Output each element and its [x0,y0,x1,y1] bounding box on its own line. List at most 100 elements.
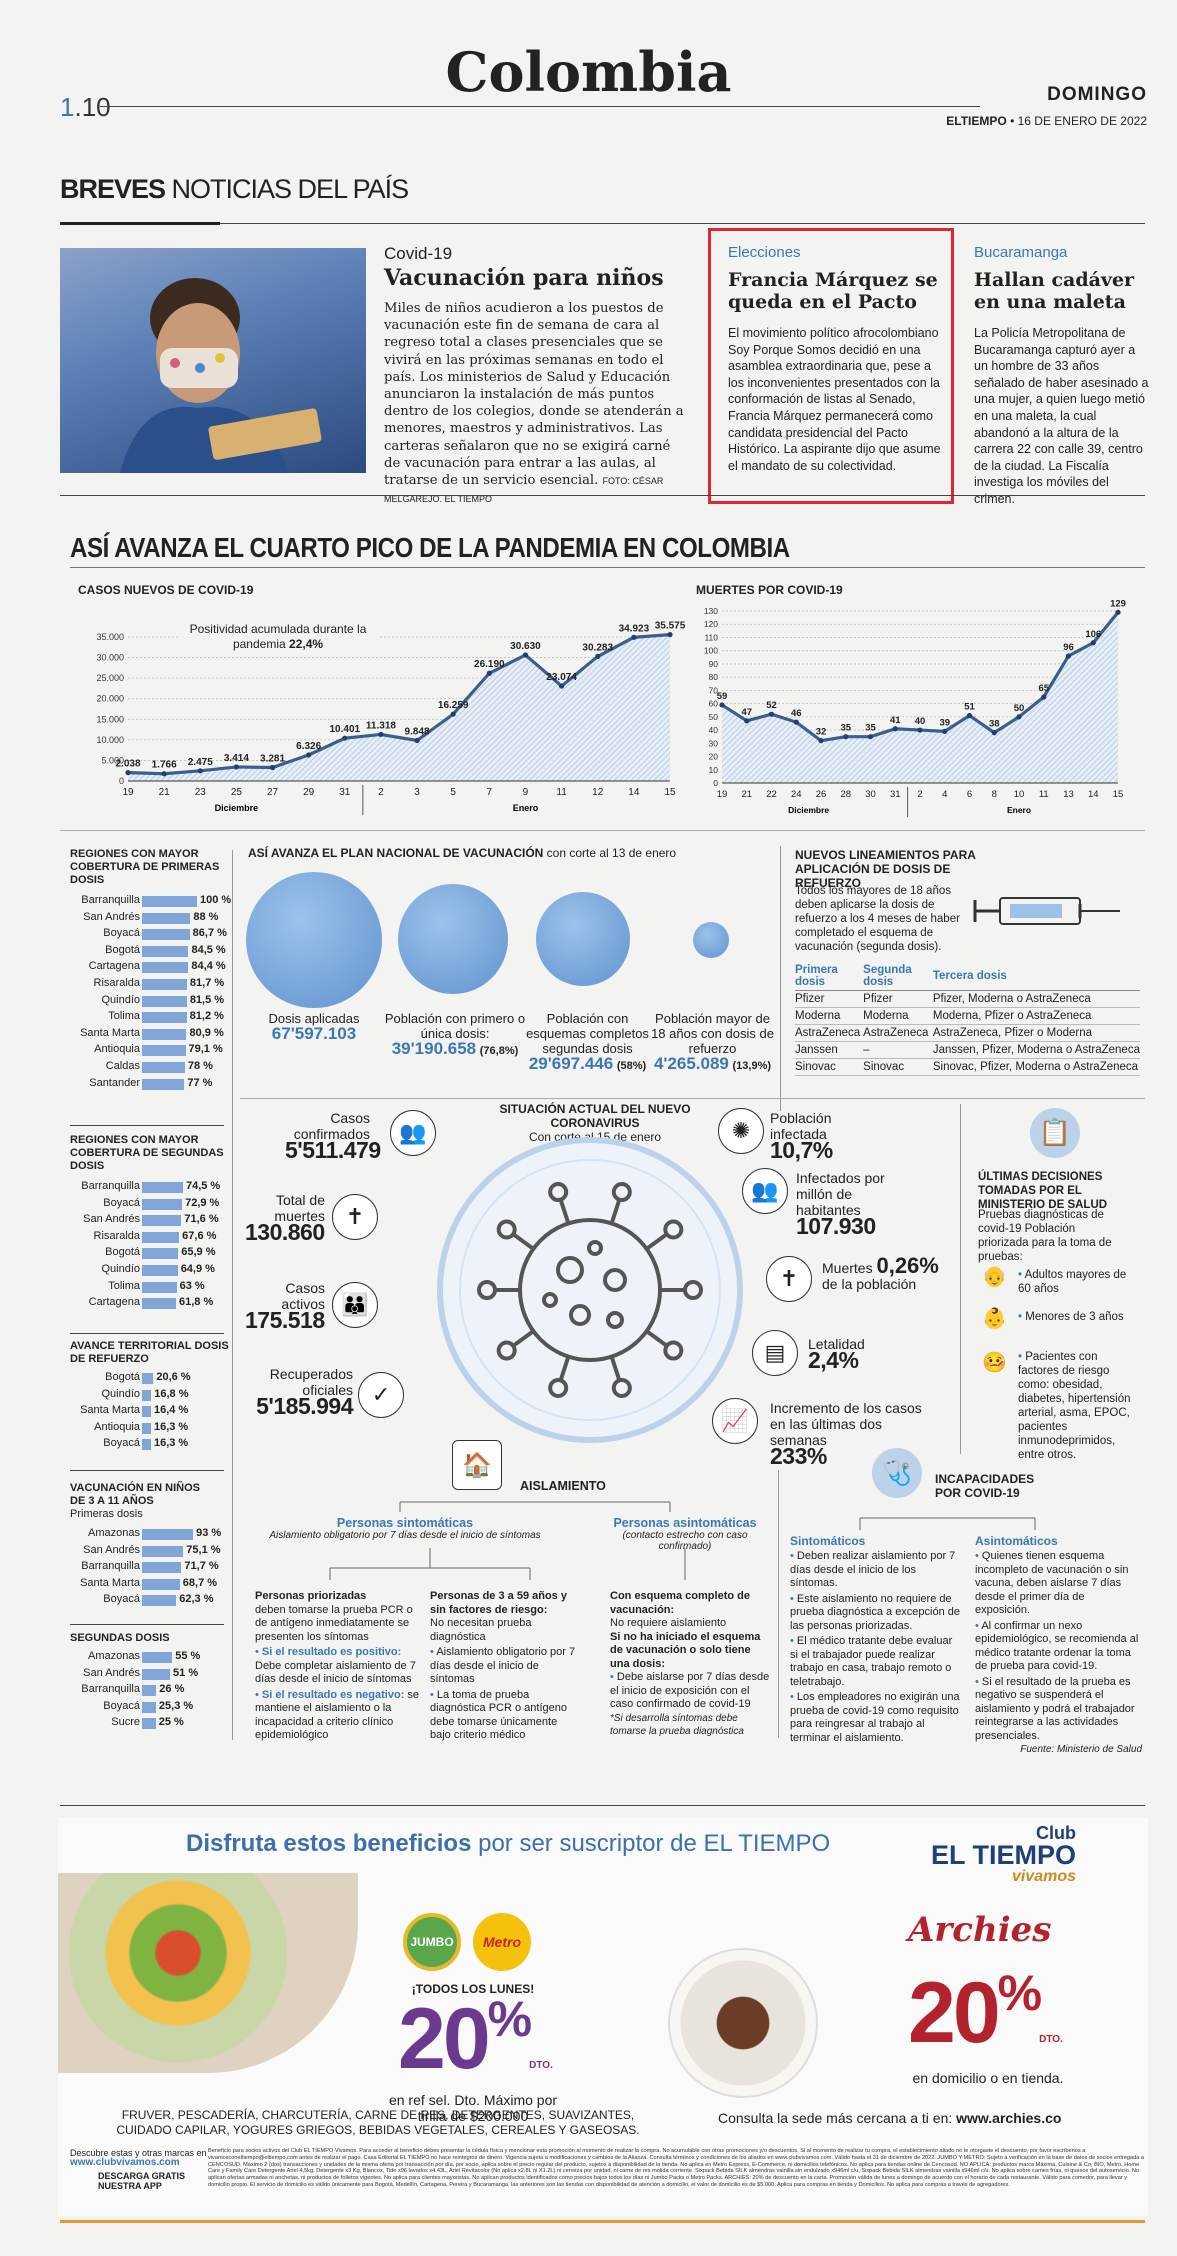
breve-kicker: Covid-19 [384,244,453,263]
x-tick-label: 24 [791,789,802,800]
month-label: Enero [1007,805,1031,815]
decisions-title: ÚLTIMAS DECISIONES TOMADAS POR EL MINIST… [978,1171,1108,1211]
region-value: 63 % [179,1279,205,1292]
region-name: Barranquilla [81,1683,140,1696]
data-label: 96 [1063,642,1074,653]
tombstone-icon: ✝ [332,1194,378,1240]
y-tick-label: 20.000 [96,694,124,704]
source-credit: Fuente: Ministerio de Salud [1020,1744,1142,1755]
medical-form-icon: 🩺 [872,1448,922,1498]
stat-confirmed: Casos confirmados 5'511.479 [285,1110,381,1163]
region-value: 75,1 % [186,1543,221,1556]
region-bar-row: Antioquia 79,1 % [70,1042,230,1058]
pandemic-title: ASÍ AVANZA EL CUARTO PICO DE LA PANDEMIA… [70,532,790,563]
x-tick-label: 2 [917,789,922,800]
region-value: 86,7 % [192,927,227,940]
region-bar [142,1012,187,1024]
dateline: ELTIEMPO • 16 DE ENERO DE 2022 [946,114,1147,128]
virus-spike-tip [683,1280,703,1300]
y-tick-label: 130 [704,606,718,616]
data-label: 30.630 [510,641,541,652]
data-point [892,726,898,732]
breve-kicker: Bucaramanga [974,244,1068,261]
region-value: 71,7 % [184,1560,219,1573]
isolation-title: AISLAMIENTO [520,1479,606,1493]
region-bar [142,1248,179,1260]
x-tick-label: 2 [378,787,384,798]
document-icon: ▤ [752,1330,798,1376]
region-bar [142,1701,156,1713]
decisions-intro: Pruebas diagnósticas de covid-19 Poblaci… [978,1209,1112,1263]
region-name: Boyacá [103,1196,140,1209]
vaccination-photo [60,248,366,473]
x-tick-label: 3 [414,787,420,798]
stat-increase: Incremento de los casos en las últimas d… [770,1400,922,1469]
circle-booster [693,922,729,958]
virus-spike [609,1199,622,1225]
grave-icon: ✝ [766,1256,812,1302]
booster-row: Sinovac Sinovac Sinovac, Pfizer, Moderna o… [795,1058,1140,1076]
booster-cell: Moderna [795,1007,864,1025]
breves-rule-accent [60,222,220,225]
incap-asymptomatic: Asintomáticos [975,1534,1058,1548]
region-value: 80,9 % [189,1026,224,1039]
data-label: 52 [766,700,777,711]
x-tick-label: 26 [816,789,827,800]
region-name: Cartagena [88,960,140,973]
y-tick-label: 40 [709,725,719,735]
data-point [342,735,348,741]
region-name: Antioquia [94,1043,140,1056]
region-bar-row: Boyacá 72,9 % [70,1196,230,1212]
region-bar [142,1045,186,1057]
breves-label: BREVES NOTICIAS DEL PAÍS [60,174,409,204]
section-title: Colombia [445,40,732,104]
check-icon: ✓ [358,1372,404,1418]
region-value: 93 % [196,1527,222,1539]
x-tick-label: 19 [717,789,728,800]
y-tick-label: 30 [709,738,719,748]
region-bar-row: Boyacá 62,3 % [70,1592,230,1608]
region-value: 72,9 % [185,1196,220,1209]
region-bar [142,1062,185,1073]
area-fill [128,634,670,781]
breves-rule [60,223,1145,224]
virus-spike-tip [663,1340,684,1361]
region-name: Sucre [111,1716,140,1729]
data-point [793,719,799,725]
download-block: Descubre estas y otras marcas en www.clu… [70,2148,207,2191]
stat-recovered: Recuperados oficiales 5'185.994 [256,1366,353,1419]
data-label: 1.766 [152,760,177,771]
region-name: Quindío [101,993,140,1006]
x-tick-label: 11 [1039,789,1049,800]
region-bar [142,896,197,907]
region-bar [142,1595,177,1607]
charts-rule [60,830,1145,831]
data-point [233,764,239,770]
booster-cell: AstraZeneca, Pfizer o Moderna [932,1024,1140,1042]
incap-item: • Quienes tienen esquema incompleto de v… [975,1550,1129,1616]
region-bar-row: Quindío 16,8 % [70,1387,230,1403]
y-tick-label: 30.000 [96,653,124,663]
data-point [1115,609,1121,615]
booster-title: NUEVOS LINEAMIENTOS PARA APLICACIÓN DE D… [795,848,976,890]
booster-table: Primera dosis Segunda dosis Tercera dosi… [795,962,1140,1076]
region-bar [142,1231,180,1243]
breve-headline: Francia Márquez se queda en el Pacto [728,269,938,313]
regions-second-title: REGIONES CON MAYOR COBERTURA DE SEGUNDAS… [70,1134,224,1172]
y-tick-label: 20 [709,752,719,762]
region-bar-row: Quindío 81,5 % [70,993,230,1009]
region-value: 25 % [158,1716,184,1729]
region-bar [142,929,190,941]
data-point [450,711,456,717]
region-value: 51 % [173,1666,199,1679]
jumbo-discount: 20%DTO. [398,1991,553,2087]
x-tick-label: 29 [303,787,315,798]
region-bar [142,1078,185,1090]
region-bar-row: San Andrés 75,1 % [70,1543,230,1559]
y-tick-label: 70 [709,685,719,695]
region-value: 79,1 % [188,1043,223,1056]
data-label: 3.281 [260,754,285,765]
x-tick-label: 28 [840,789,851,800]
region-bar-row: San Andrés 51 % [70,1666,230,1682]
data-label: 129 [1110,598,1126,609]
